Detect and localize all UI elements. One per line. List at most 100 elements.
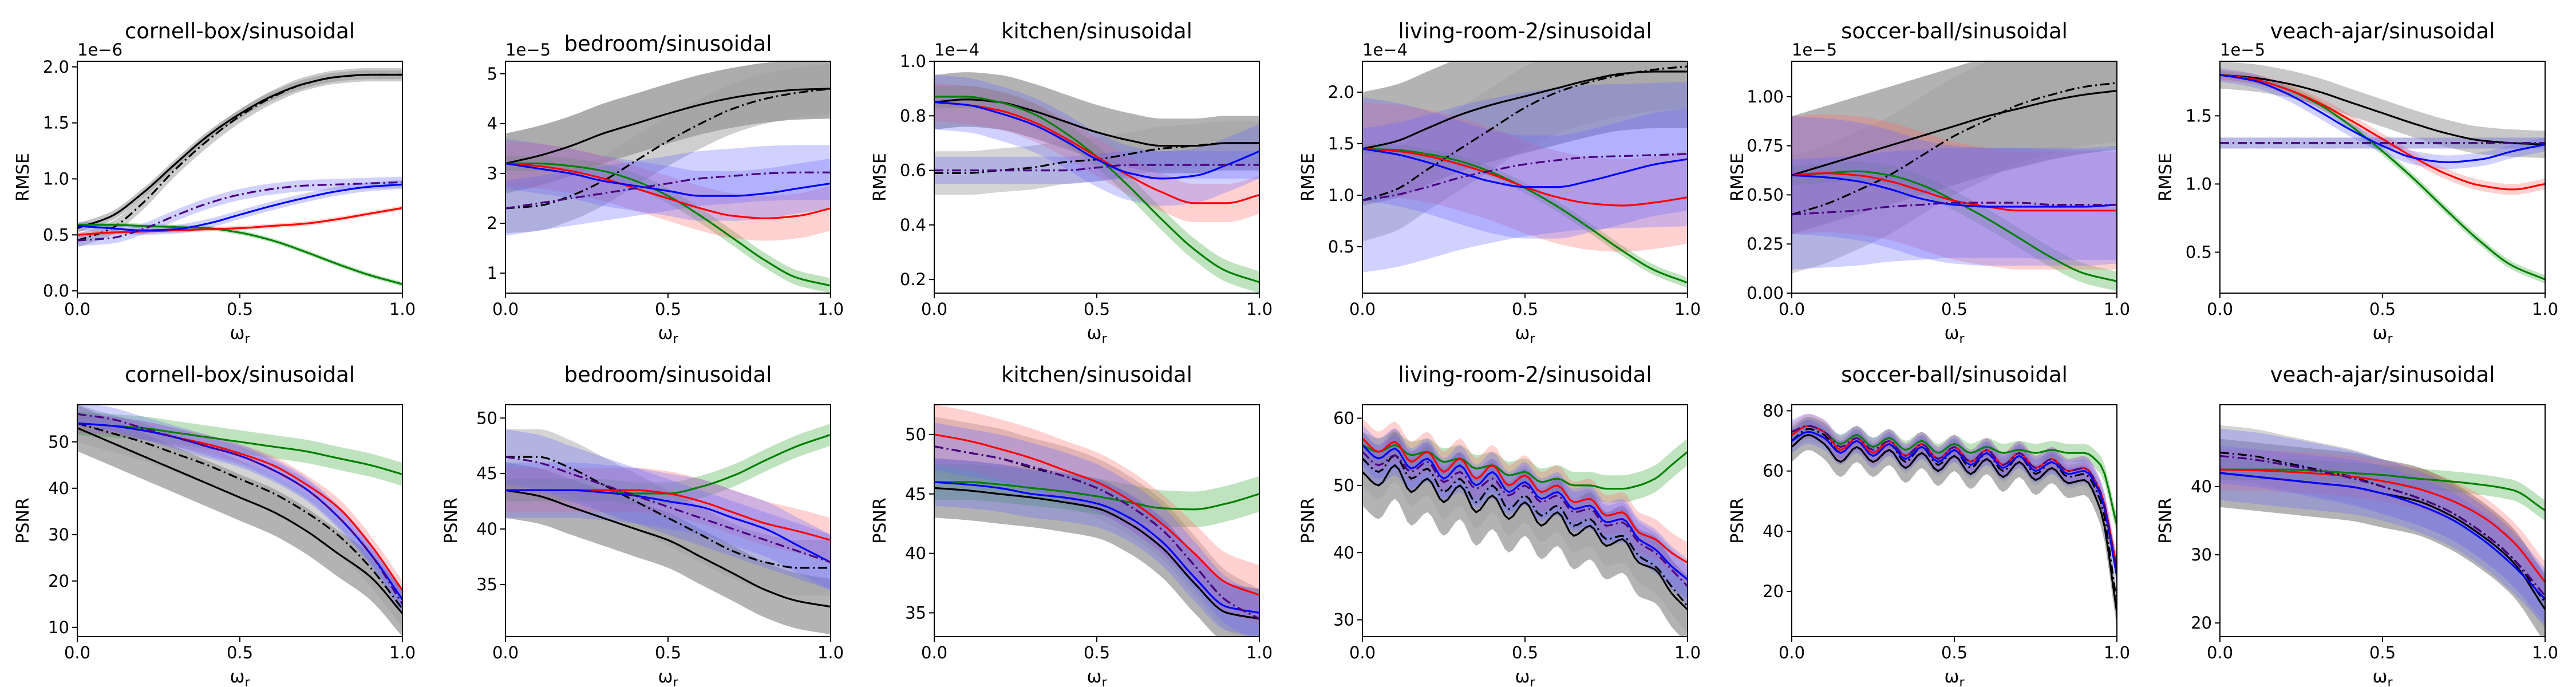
chart-title: cornell-box/sinusoidal [125,19,355,44]
x-axis-label-main: ω [1515,666,1530,687]
y-tick-label: 40 [476,519,497,539]
confidence-band-1 [77,70,402,233]
x-tick-label: 1.0 [2532,299,2558,319]
series-line-2 [1792,82,2117,216]
series-line-1 [934,487,1259,620]
y-tick-label: 0.6 [900,161,926,180]
series-line-3 [934,481,1259,511]
x-axis-label: ωr [230,666,250,687]
series-line-3 [2220,468,2545,511]
x-axis-label-sub: r [673,332,678,346]
plot-area [77,68,402,287]
x-axis-label-main: ω [2372,323,2387,344]
x-tick-label: 0.0 [64,299,90,319]
confidence-band-6 [934,423,1259,637]
y-tick-label: 2.0 [1328,82,1354,102]
axis-offset-label: 1e−5 [2220,40,2265,60]
confidence-band-3 [2220,459,2545,521]
x-tick-label: 0.0 [492,299,519,319]
x-axis-label: ωr [230,323,250,346]
x-axis-label-sub: r [1101,676,1107,687]
y-tick-label: 0.25 [1747,234,1784,254]
x-tick-label: 0.0 [64,643,90,662]
confidence-band-3 [505,423,831,505]
y-tick-label: 3 [487,164,497,183]
panel-6: 0.0 0.5 1.0 ωr 0.5 1.0 1.5 RMSE 1e−5veach-ajar/s… [2156,19,2558,346]
y-tick-label: 45 [905,484,926,504]
x-axis-label: ωr [658,666,678,687]
confidence-band-4 [934,405,1259,625]
confidence-band-4 [1362,102,1688,252]
confidence-band-2 [1792,417,2117,616]
series-line-6 [1792,202,2117,216]
series-line-6 [1362,451,1688,587]
y-axis-label: PSNR [441,498,461,543]
y-axis-label: PSNR [870,498,890,543]
series-line-3 [77,422,402,476]
axis-offset-label: 1e−4 [934,40,979,60]
series-line-3 [1792,425,2117,526]
plot-area [1792,61,2117,291]
confidence-band-4 [2220,449,2545,603]
x-tick-label: 0.0 [921,643,947,662]
axes-frame [77,61,403,294]
x-tick-label: 1.0 [1246,299,1273,319]
confidence-band-4 [2220,69,2545,195]
series-line-5 [505,162,831,197]
x-axis-label: ωr [1086,666,1107,687]
y-tick-label: 60 [1333,408,1354,428]
x-axis-label-sub: r [1959,332,1965,346]
series-line-4 [934,433,1259,596]
x-axis-label-sub: r [2387,332,2393,346]
y-tick-label: 0.5 [1328,237,1354,256]
y-tick-label: 50 [476,408,497,428]
chart-title: kitchen/sinusoidal [1001,362,1192,387]
confidence-band-2 [934,121,1259,195]
series-line-4 [1792,172,2117,212]
series-line-5 [1792,174,2117,208]
confidence-band-5 [1362,425,1688,600]
y-axis-label: RMSE [1728,153,1748,202]
series-line-2 [77,73,402,242]
x-axis-label: ωr [1944,323,1965,346]
y-tick-label: 50 [48,432,69,452]
x-tick-label: 0.0 [1349,643,1376,662]
confidence-band-3 [1792,161,2117,291]
y-tick-label: 0.8 [900,106,926,125]
confidence-band-3 [1362,432,1688,503]
confidence-band-3 [934,85,1259,293]
x-tick-label: 0.0 [1779,299,1805,319]
y-tick-label: 0.2 [900,270,926,289]
x-axis-label: ωr [2372,323,2393,346]
x-axis-label-sub: r [1959,676,1965,687]
series-line-6 [934,164,1259,172]
panel-4: 0.0 0.5 1.0 ωr 0.5 1.0 1.5 2.0 RMSE 1e−4living-ro… [1298,19,1701,346]
y-tick-label: 40 [48,479,69,498]
chart-title: living-room-2/sinusoidal [1398,19,1652,44]
y-tick-label: 0.4 [900,215,926,235]
series-line-5 [934,481,1259,614]
confidence-band-2 [1792,61,2117,274]
x-tick-label: 0.5 [655,299,681,319]
y-tick-label: 5 [487,64,497,84]
axis-offset-label: 1e−4 [1362,40,1408,60]
y-tick-label: 0.0 [43,281,69,301]
series-line-5 [2220,74,2545,163]
confidence-band-3 [505,156,831,293]
confidence-band-1 [505,462,831,635]
y-tick-label: 50 [1333,476,1354,495]
y-axis-label: RMSE [870,153,890,202]
x-axis-label-sub: r [2387,676,2393,687]
confidence-band-1 [934,458,1259,637]
series-line-4 [505,162,831,220]
x-axis-label-main: ω [658,666,673,687]
series-line-5 [1362,148,1688,188]
x-axis-label: ωr [1515,666,1535,687]
series-line-2 [1362,453,1688,607]
y-tick-label: 80 [1763,401,1784,421]
confidence-band-6 [1792,148,2117,270]
confidence-band-5 [1792,116,2117,266]
series-line-1 [1792,89,2117,176]
confidence-band-5 [934,458,1259,637]
series-line-6 [505,171,831,210]
